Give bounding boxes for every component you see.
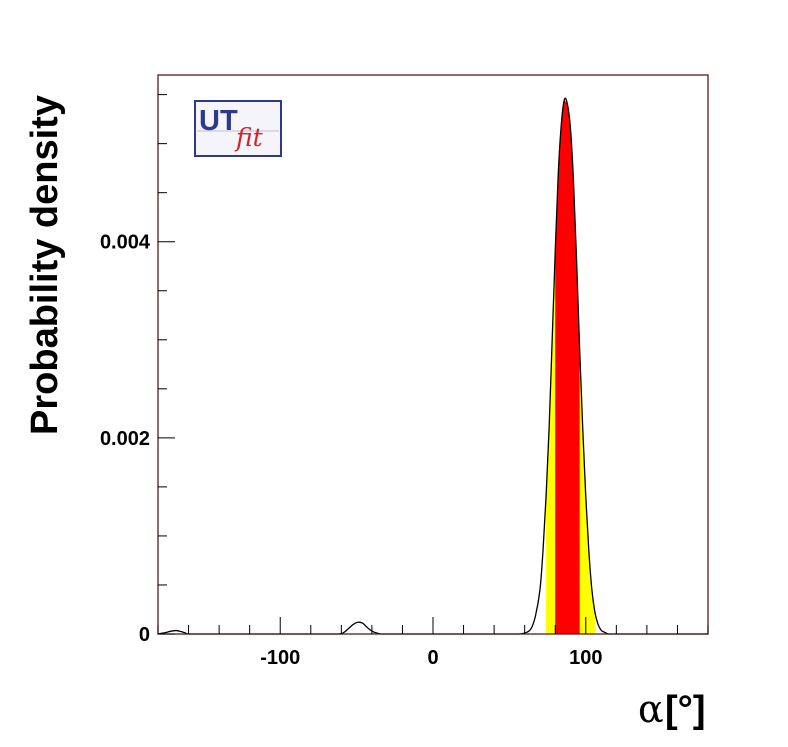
y-tick-label: 0.004 [100,232,151,254]
confidence-bands [546,99,595,634]
logo-box [194,100,282,157]
plot-background [158,75,708,634]
logo-text-main: UT [199,105,238,137]
band-68pct [555,99,580,634]
x-tick-label: -100 [260,647,300,669]
logo-text-sub: fit [234,123,264,152]
utfit-logo: UT fit [194,100,282,157]
y-tick-label: 0.002 [100,428,150,450]
y-tick-label: 0 [139,624,150,646]
x-axis-unit: [°] [665,689,706,731]
x-axis-symbol: α [638,687,664,731]
x-tick-labels: -100 0 100 [260,647,602,669]
y-tick-labels: 0 0.002 0.004 [100,232,151,646]
y-axis-label: Probability density [24,95,66,435]
x-axis-label: α [°] [638,687,706,731]
axis-ticks [157,94,709,635]
x-tick-label: 100 [569,647,602,669]
x-tick-label: 0 [427,647,438,669]
plot-area [157,74,709,635]
